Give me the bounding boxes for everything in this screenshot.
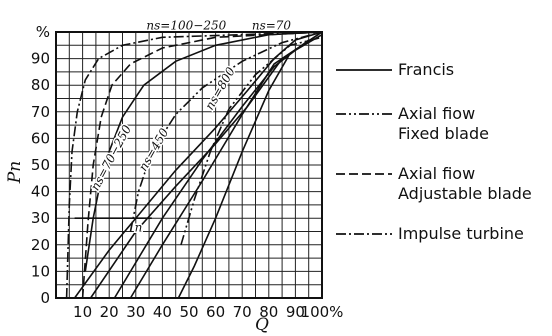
x-tick-label: 80 bbox=[259, 303, 278, 321]
y-tick-label: 80 bbox=[31, 76, 50, 94]
legend-label: Adjustable blade bbox=[398, 184, 532, 203]
y-tick-label: 70 bbox=[31, 103, 50, 121]
series-annotation: ns=450 bbox=[136, 126, 172, 174]
series-line-dash-dot-dot bbox=[180, 36, 323, 246]
chart-frame bbox=[55, 31, 323, 299]
series-line-dashed bbox=[81, 31, 323, 299]
series-line-dash-dot bbox=[65, 31, 323, 299]
y-tick-label: % bbox=[36, 23, 50, 41]
tick-labels: 10 20 30 40 50 60 70 80 90100%010203040506070809… bbox=[31, 23, 344, 321]
series-annotation: ns=70 bbox=[252, 18, 292, 32]
x-tick-label: 10 bbox=[73, 303, 92, 321]
y-tick-label: 20 bbox=[31, 236, 50, 254]
chart-series-group bbox=[65, 31, 323, 299]
series-line-solid bbox=[84, 31, 323, 272]
y-tick-label: 40 bbox=[31, 183, 50, 201]
y-tick-label: 60 bbox=[31, 129, 50, 147]
legend-label: Axial fiow bbox=[398, 104, 475, 123]
x-tick-label: 20 bbox=[100, 303, 119, 321]
plot-border bbox=[55, 31, 323, 299]
x-tick-label: 50 bbox=[179, 303, 198, 321]
x-tick-label: 60 bbox=[206, 303, 225, 321]
legend-label: Impulse turbine bbox=[398, 224, 524, 243]
x-tick-label: 90 bbox=[286, 303, 305, 321]
y-tick-label: 0 bbox=[40, 289, 50, 307]
chart-grid bbox=[56, 32, 322, 298]
legend-label: Fixed blade bbox=[398, 124, 489, 143]
x-tick-label: 30 bbox=[126, 303, 145, 321]
x-tick-label: 70 bbox=[233, 303, 252, 321]
series-line-solid bbox=[129, 31, 323, 299]
series-annotation: ns=70−250 bbox=[88, 122, 134, 193]
y-tick-label: 90 bbox=[31, 50, 50, 68]
y-tick-label: 50 bbox=[31, 156, 50, 174]
x-tick-label: 40 bbox=[153, 303, 172, 321]
x-axis-label: Q bbox=[255, 315, 269, 335]
series-line-dash-dot-dot bbox=[129, 31, 323, 232]
x-tick-label: 100% bbox=[301, 303, 344, 321]
series-annotation: ns=100−250 bbox=[146, 18, 226, 32]
legend-label: Axial fiow bbox=[398, 164, 475, 183]
y-tick-label: 10 bbox=[31, 262, 50, 280]
y-axis-label: Pn bbox=[5, 161, 25, 184]
series-annotation: n bbox=[135, 221, 143, 235]
legend-label: Francis bbox=[398, 60, 454, 79]
y-tick-label: 30 bbox=[31, 209, 50, 227]
series-line-solid bbox=[113, 39, 310, 299]
